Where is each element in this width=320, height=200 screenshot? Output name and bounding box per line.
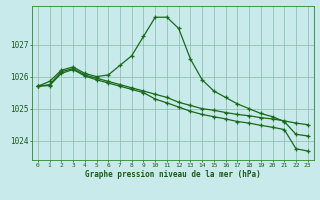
X-axis label: Graphe pression niveau de la mer (hPa): Graphe pression niveau de la mer (hPa) (85, 170, 261, 179)
